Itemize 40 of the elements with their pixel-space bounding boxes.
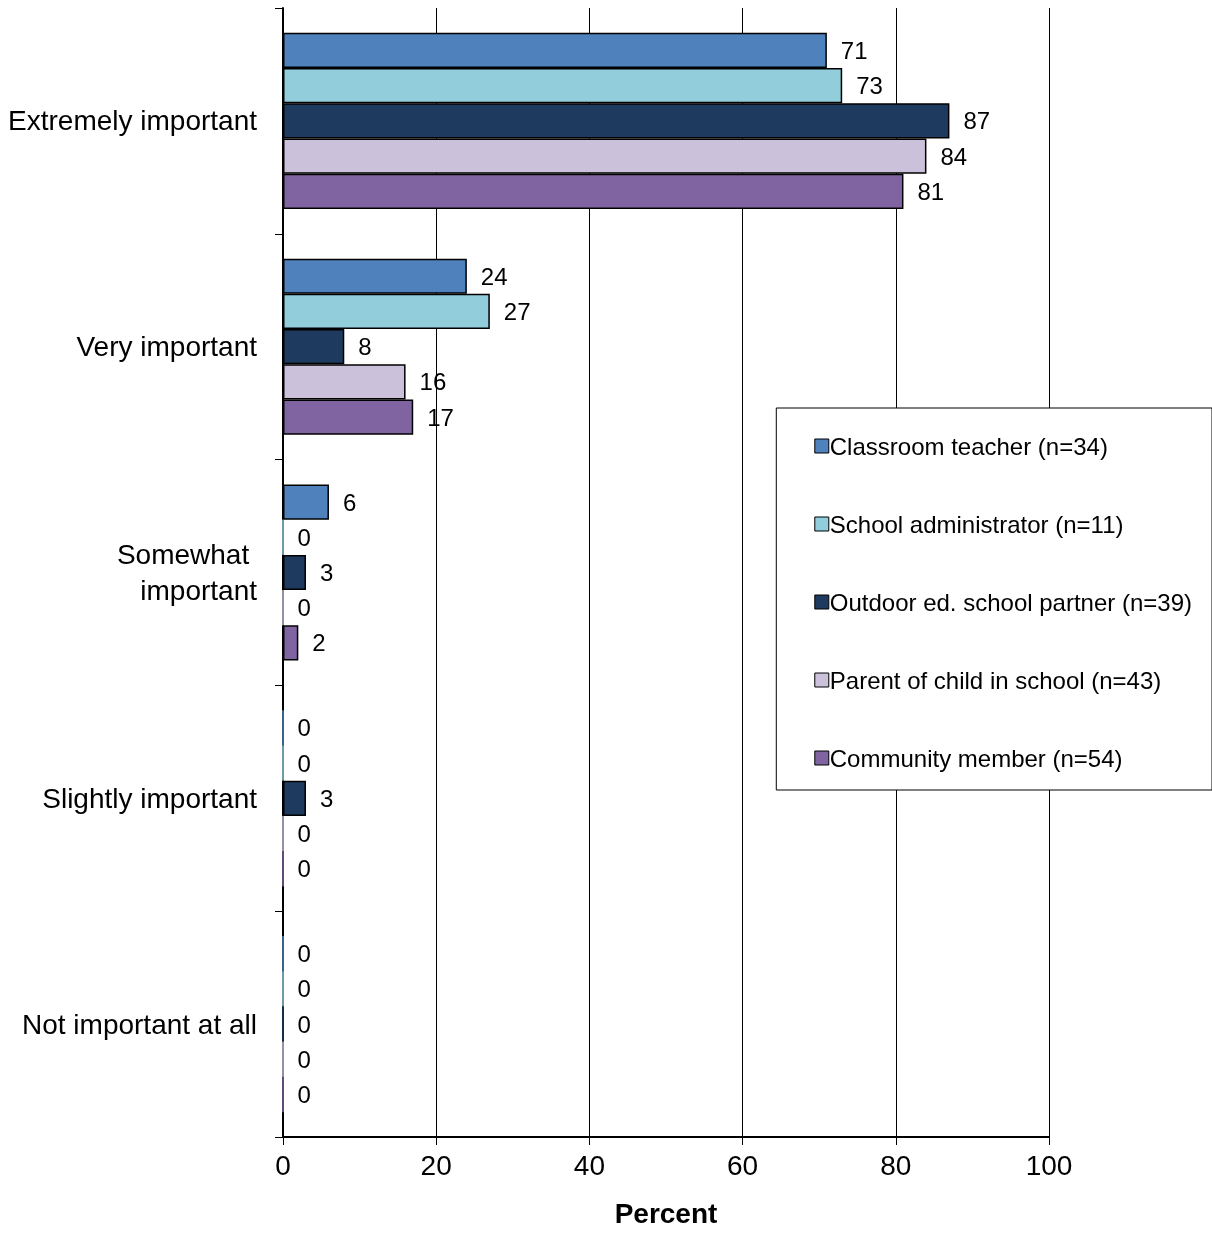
data-label: 0	[297, 1081, 311, 1109]
data-label: 71	[840, 36, 868, 64]
x-tick-label: 40	[573, 1149, 605, 1181]
data-label: 87	[963, 107, 991, 135]
legend-label: Outdoor ed. school partner (n=39)	[829, 588, 1192, 616]
y-tick-label: Extremely important	[8, 105, 258, 137]
x-tick-label: 80	[880, 1149, 912, 1181]
data-label: 81	[917, 177, 945, 205]
data-label: 2	[312, 629, 326, 657]
data-label: 0	[297, 820, 311, 848]
data-label: 24	[480, 262, 508, 290]
x-tick-label: 0	[275, 1149, 291, 1181]
y-tick-label: Not important at all	[22, 1008, 257, 1040]
data-label: 3	[319, 559, 334, 586]
data-label: 8	[358, 333, 372, 361]
data-label: 6	[342, 488, 357, 516]
y-tick-label: Very important	[76, 331, 258, 363]
data-label: 84	[940, 142, 968, 170]
data-label: 27	[503, 297, 531, 325]
x-tick-label: 20	[420, 1149, 452, 1181]
x-tick-label: 100	[1025, 1149, 1073, 1181]
legend-label: School administrator (n=11)	[829, 510, 1124, 538]
data-label: 0	[297, 1045, 311, 1073]
legend-label: Community member (n=54)	[829, 744, 1123, 772]
data-label: 0	[297, 749, 311, 777]
data-label: 0	[297, 594, 311, 622]
data-label: 0	[297, 855, 311, 883]
data-label: 0	[297, 1010, 311, 1038]
data-label: 0	[297, 523, 311, 551]
data-label: 0	[297, 975, 311, 1003]
y-tick-label: Somewhat important	[116, 539, 258, 606]
legend-label: Classroom teacher (n=34)	[829, 432, 1108, 460]
x-tick-label: 60	[727, 1149, 759, 1181]
data-label: 0	[297, 714, 311, 742]
legend-label: Parent of child in school (n=43)	[829, 666, 1162, 694]
x-axis-title: Percent	[614, 1197, 718, 1229]
data-label: 73	[856, 72, 883, 100]
y-tick-label: Slightly important	[42, 782, 258, 814]
data-label: 0	[297, 940, 311, 968]
data-label: 3	[319, 784, 334, 812]
